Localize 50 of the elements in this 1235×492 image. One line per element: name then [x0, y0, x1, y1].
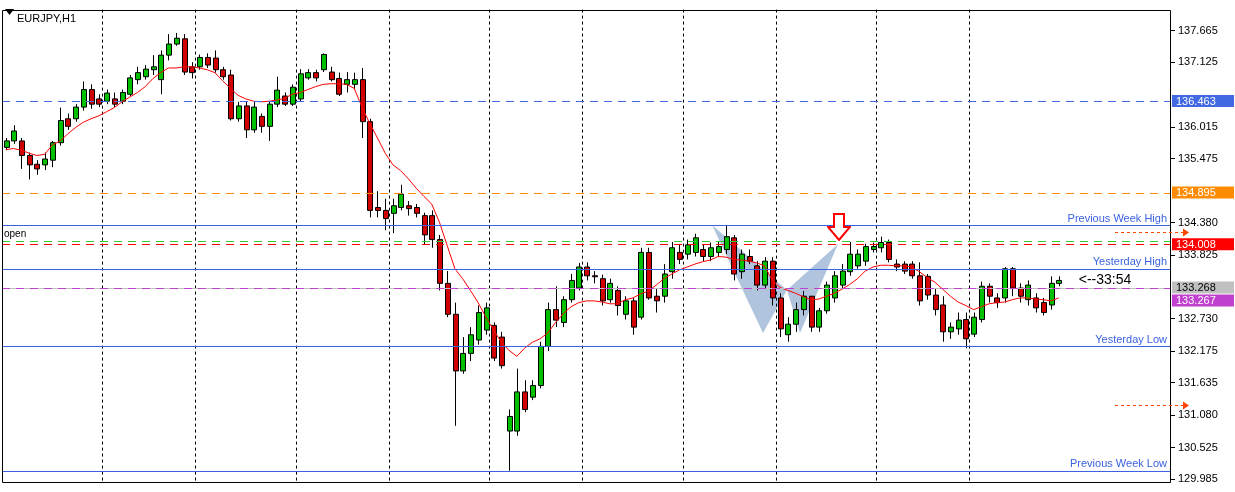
y-tick-label: 131.635 — [1178, 375, 1218, 388]
ref-line-label: Yesterday Low — [1095, 332, 1168, 345]
candlestick — [19, 137, 25, 170]
candlestick — [81, 80, 87, 112]
ref-line-label: Previous Week Low — [1069, 457, 1168, 470]
candlestick — [1010, 266, 1016, 297]
y-tick-label: 132.730 — [1178, 311, 1218, 324]
candlestick — [468, 326, 474, 362]
candlestick — [654, 287, 660, 314]
annotation: open — [4, 228, 27, 240]
y-tick-label: 133.825 — [1178, 248, 1218, 261]
y-tick-label: 135.475 — [1178, 151, 1218, 164]
candlestick — [553, 285, 559, 328]
candlestick — [669, 241, 675, 280]
candlestick — [925, 273, 931, 301]
ref-line-label: 134.895 — [1176, 186, 1216, 199]
candlestick — [886, 239, 892, 263]
y-tick-label: 134.380 — [1178, 215, 1218, 228]
ref-line-label: 133.267 — [1176, 294, 1216, 307]
candlestick — [561, 295, 567, 328]
candlestick — [832, 270, 838, 304]
candlestick — [259, 113, 265, 134]
candlestick — [321, 52, 327, 73]
ref-line-label: Previous Week High — [1067, 211, 1167, 224]
candlestick — [375, 190, 381, 218]
candlestick — [793, 302, 799, 333]
candlestick — [863, 243, 869, 267]
y-tick-label: 136.015 — [1178, 120, 1218, 133]
candlestick — [236, 101, 242, 123]
y-tick-label: 137.125 — [1178, 55, 1218, 68]
y-tick-label: 137.665 — [1178, 23, 1218, 36]
text: <--33:54 — [1078, 271, 1132, 288]
candlestick — [530, 379, 536, 401]
candlestick — [522, 379, 528, 413]
ref-line-label: Yesterday High — [1092, 255, 1167, 268]
candlestick — [615, 285, 621, 316]
ref-line-label: 134.008 — [1176, 237, 1216, 250]
candlestick — [623, 295, 629, 321]
ref-line-label: 136.463 — [1176, 94, 1216, 107]
ref-line-label: 133.268 — [1176, 281, 1216, 294]
candlestick — [855, 249, 861, 270]
y-tick-label: 130.525 — [1178, 440, 1218, 453]
candlestick — [166, 33, 172, 61]
chart-title: EURJPY,H1 — [17, 11, 77, 24]
y-tick-label: 129.985 — [1178, 472, 1218, 485]
candlestick — [754, 260, 760, 291]
candlestick — [344, 71, 350, 93]
candlestick — [50, 140, 56, 168]
y-tick-label: 131.080 — [1178, 408, 1218, 421]
y-tick-label: 132.175 — [1178, 344, 1218, 357]
